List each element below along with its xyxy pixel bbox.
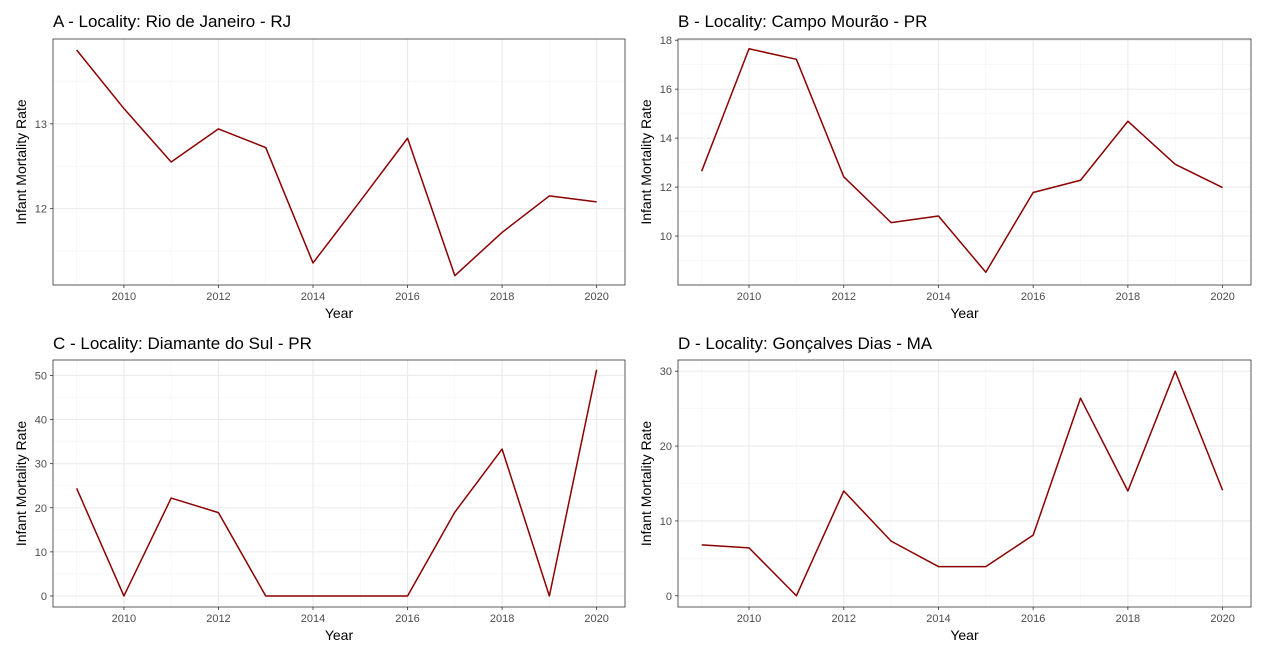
- panel-d-series-line: [701, 370, 1224, 597]
- panel-a-background: [53, 39, 625, 285]
- panel-a-title: A - Locality: Rio de Janeiro - RJ: [53, 12, 291, 31]
- panel-a-x-tick-label: 2010: [112, 291, 136, 303]
- panel-c-x-tick-label: 2018: [490, 613, 514, 625]
- panel-a-x-tick-label: 2016: [395, 291, 419, 303]
- panel-b-frame: [677, 38, 1252, 286]
- panel-b: 10 12 14 16 18 2010 2012 2014 2016 2018 2020 B - Lo…: [638, 12, 1252, 321]
- panel-d-x-tick-label: 2010: [737, 613, 761, 625]
- panel-b-background: [678, 39, 1251, 285]
- panel-c-title: C - Locality: Diamante do Sul - PR: [53, 334, 312, 353]
- panel-d-title: D - Locality: Gonçalves Dias - MA: [678, 334, 933, 353]
- panel-c-x-axis-title: Year: [325, 627, 354, 643]
- panel-a-frame: [52, 38, 626, 286]
- panel-c-x-tick-label: 2012: [206, 613, 230, 625]
- panel-a-x-tick-label: 2014: [301, 291, 325, 303]
- panel-b-title: B - Locality: Campo Mourão - PR: [678, 12, 927, 31]
- panel-a-y-axis-title: Infant Mortality Rate: [13, 99, 29, 224]
- panel-c-y-tick-label: 30: [35, 459, 47, 471]
- panel-d-x-tick-label: 2018: [1116, 613, 1140, 625]
- panel-c: 0 10 20 30 40 50 2010 2012 2014 2016 2018 2020 C - L…: [13, 334, 626, 643]
- panel-d-y-axis-title: Infant Mortality Rate: [638, 421, 654, 546]
- panel-c-x-tick-label: 2020: [584, 613, 608, 625]
- panel-d-y-tick-label: 10: [660, 516, 672, 528]
- panel-a: 12 13 2010 2012 2014 2016 2018 2020 A - Locality…: [13, 12, 626, 321]
- panel-d: 0 10 20 30 2010 2012 2014 2016 2018 2020 D - Local…: [638, 334, 1252, 643]
- panel-c-series-line: [75, 369, 598, 597]
- panel-b-x-tick-label: 2016: [1021, 291, 1045, 303]
- panel-c-y-tick-label: 10: [35, 547, 47, 559]
- panel-b-series-line: [700, 48, 1223, 274]
- panel-c-y-axis-title: Infant Mortality Rate: [13, 421, 29, 546]
- panel-a-x-tick-label: 2018: [490, 291, 514, 303]
- panel-a-y-tick-label: 13: [35, 119, 47, 131]
- panel-c-x-tick-label: 2014: [301, 613, 325, 625]
- panel-b-y-axis-title: Infant Mortality Rate: [638, 99, 654, 224]
- panel-c-y-tick-label: 50: [35, 370, 47, 382]
- panel-b-x-tick-label: 2020: [1210, 291, 1234, 303]
- panel-b-y-tick-label: 12: [660, 182, 672, 194]
- panel-a-x-axis-title: Year: [325, 305, 354, 321]
- panel-a-y-tick-label: 12: [35, 204, 47, 216]
- panel-d-y-tick-label: 0: [666, 591, 672, 603]
- panel-b-y-tick-label: 16: [660, 84, 672, 96]
- panel-c-y-tick-label: 0: [41, 591, 47, 603]
- panel-a-x-tick-label: 2012: [206, 291, 230, 303]
- panel-d-x-tick-label: 2012: [832, 613, 856, 625]
- panel-c-background: [53, 360, 625, 607]
- panel-d-x-tick-label: 2016: [1021, 613, 1045, 625]
- panel-d-x-axis-title: Year: [950, 627, 979, 643]
- panel-d-x-tick-label: 2014: [926, 613, 950, 625]
- panel-d-x-tick-label: 2020: [1210, 613, 1234, 625]
- panel-b-x-axis-title: Year: [950, 305, 979, 321]
- panel-d-y-tick-label: 20: [660, 441, 672, 453]
- panel-c-x-tick-label: 2010: [112, 613, 136, 625]
- panel-b-y-tick-label: 14: [660, 133, 672, 145]
- panel-b-x-tick-label: 2010: [737, 291, 761, 303]
- panel-c-y-tick-label: 20: [35, 503, 47, 515]
- panel-c-x-tick-label: 2016: [395, 613, 419, 625]
- panel-c-y-tick-label: 40: [35, 415, 47, 427]
- panel-a-x-tick-label: 2020: [584, 291, 608, 303]
- panel-c-frame: [52, 359, 626, 608]
- panel-b-y-tick-label: 10: [660, 231, 672, 243]
- panel-d-y-tick-label: 30: [660, 366, 672, 378]
- panel-b-y-tick-label: 18: [660, 35, 672, 47]
- panel-a-series-line: [76, 49, 597, 277]
- panel-b-x-tick-label: 2014: [926, 291, 950, 303]
- panel-b-x-tick-label: 2018: [1116, 291, 1140, 303]
- panel-b-x-tick-label: 2012: [832, 291, 856, 303]
- panel-d-frame: [677, 359, 1252, 608]
